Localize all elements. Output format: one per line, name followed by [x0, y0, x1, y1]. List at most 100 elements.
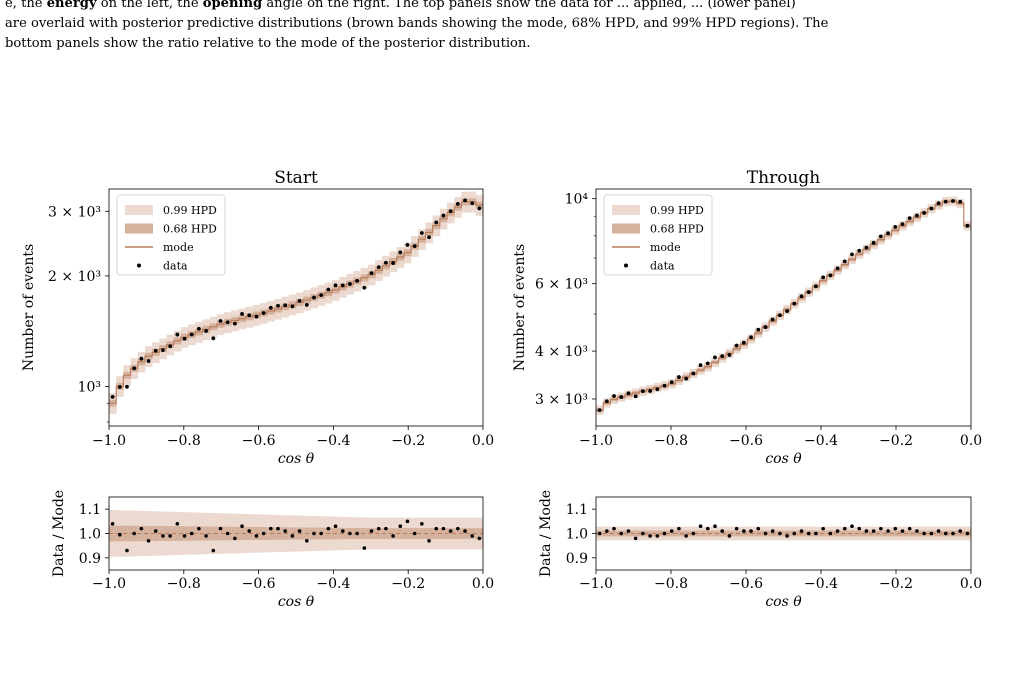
data-point	[900, 222, 905, 227]
main-axes-frame	[108, 188, 484, 427]
ratio-data-point	[441, 526, 446, 531]
ratio-data-point	[348, 531, 352, 536]
ratio-data-point	[641, 531, 645, 536]
data-point	[958, 199, 963, 204]
y-axis-label: Number of events	[512, 244, 528, 371]
ratio-band-68-bin	[475, 528, 483, 539]
ratio-band-68-bin	[913, 530, 921, 537]
data-point	[741, 340, 746, 345]
data-point	[770, 317, 775, 322]
data-point	[477, 206, 482, 211]
ratio-data-point	[698, 524, 703, 528]
ratio-y-tick-label: 0.9	[79, 551, 101, 567]
ratio-data-point	[929, 531, 934, 536]
data-point	[384, 260, 388, 265]
data-point	[943, 199, 948, 204]
data-point	[139, 356, 144, 361]
legend-label-band99: 0.99 HPD	[163, 204, 217, 217]
ratio-band-68-bin	[682, 530, 691, 537]
data-point	[828, 273, 833, 278]
x-tick-label: −0.4	[316, 433, 350, 449]
ratio-band-68-bin	[906, 530, 914, 537]
data-point	[640, 389, 645, 394]
ratio-data-point	[626, 529, 631, 533]
ratio-band-68-bin	[870, 530, 878, 537]
ratio-data-point	[225, 531, 230, 536]
ratio-bands	[109, 510, 483, 557]
ratio-bands	[596, 524, 971, 541]
data-point	[211, 336, 216, 341]
ratio-data-point	[871, 529, 876, 533]
data-point	[182, 336, 187, 341]
ratio-data-point	[734, 526, 739, 531]
legend-swatch-68	[612, 223, 640, 234]
data-point	[799, 294, 804, 299]
data-point	[218, 319, 223, 323]
legend-swatch-data	[624, 263, 628, 268]
ratio-band-68-bin	[123, 525, 131, 542]
ratio-data-point	[633, 536, 638, 541]
ratio-data-point	[936, 529, 941, 533]
data-point	[168, 344, 173, 349]
data-point	[153, 348, 158, 353]
data-point	[391, 261, 395, 265]
ratio-x-tick-label: −0.2	[879, 576, 913, 592]
data-point	[821, 275, 826, 280]
ratio-y-axis-label: Data / Mode	[51, 490, 67, 577]
ratio-y-tick-label: 1.1	[79, 502, 101, 518]
legend: 0.99 HPD 0.68 HPD mode data	[603, 194, 713, 276]
legend-label-mode: mode	[650, 241, 681, 254]
x-tick-label: −0.8	[654, 433, 688, 449]
ratio-data-point	[412, 531, 417, 536]
caption-line-2: are overlaid with posterior predictive d…	[5, 16, 829, 31]
data-point	[713, 355, 717, 360]
ratio-data-point	[189, 531, 194, 536]
data-point	[850, 252, 854, 257]
data-point	[727, 353, 732, 357]
data-point	[965, 223, 970, 228]
x-tick-label: −0.6	[729, 433, 763, 449]
ratio-band-68-bin	[855, 530, 864, 537]
ratio-data-point	[907, 526, 912, 531]
ratio-data-point	[247, 529, 252, 533]
data-point	[749, 335, 753, 340]
data-point	[312, 295, 316, 300]
ratio-band-68-bin	[425, 528, 434, 539]
ratio-data-point	[835, 529, 840, 533]
ratio-band-68-bin	[152, 525, 160, 542]
legend-swatch-99	[125, 205, 153, 215]
ratio-band-68-bin	[396, 528, 405, 539]
ratio-band-68-bin	[934, 530, 943, 537]
x-axis-label: cos θ	[278, 451, 315, 467]
data-point	[698, 363, 703, 368]
ratio-data-point	[254, 534, 259, 538]
ratio-data-point	[211, 548, 216, 553]
ratio-data-point	[376, 526, 381, 531]
data-point	[669, 380, 674, 385]
ratio-x-tick-label: −0.8	[167, 576, 201, 592]
data-point	[655, 387, 660, 392]
ratio-data-point	[470, 534, 475, 538]
ratio-data-point	[175, 521, 180, 526]
data-point	[276, 303, 280, 308]
caption-line-3: bottom panels show the ratio relative to…	[5, 36, 531, 51]
x-tick-label: −0.4	[804, 433, 838, 449]
main-bands	[109, 191, 483, 414]
data-point	[806, 290, 811, 295]
ratio-data-point	[197, 526, 201, 531]
ratio-data-point	[828, 531, 833, 536]
ratio-x-tick-label: −0.4	[316, 576, 350, 592]
ratio-data-point	[648, 534, 652, 538]
ratio-data-point	[778, 531, 782, 536]
figure-caption: e, the energy on the left, the opening a…	[5, 0, 1005, 54]
legend-swatch-99	[612, 205, 640, 215]
ratio-x-tick-label: 0.0	[960, 576, 982, 592]
ratio-data-point	[958, 529, 962, 533]
legend-label-band68: 0.68 HPD	[163, 223, 217, 236]
data-point	[412, 244, 417, 248]
ratio-data-point	[204, 534, 208, 538]
ratio-data-point	[850, 524, 854, 528]
ratio-data-point	[900, 529, 905, 533]
ratio-band-68-bin	[166, 526, 175, 541]
data-point	[225, 320, 230, 325]
